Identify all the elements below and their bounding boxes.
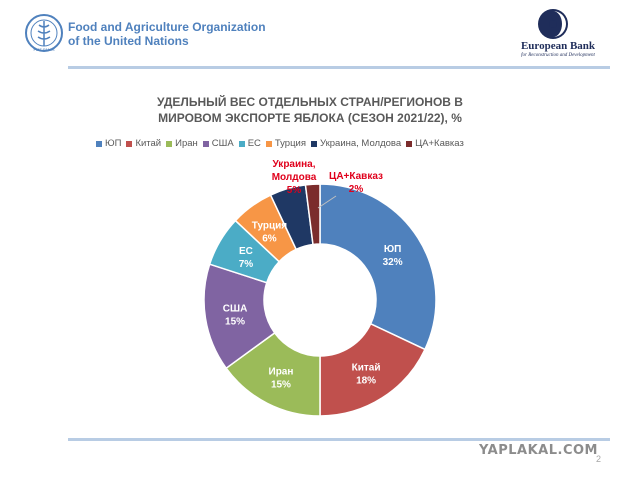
- ebrd-logo-icon: [538, 9, 568, 39]
- fao-name-line1: Food and Agriculture Organization: [68, 20, 266, 34]
- legend-swatch: [406, 140, 413, 147]
- legend-label: Турция: [274, 138, 306, 149]
- slice-label: Иран: [269, 367, 294, 378]
- chart-title-line2: МИРОВОМ ЭКСПОРТЕ ЯБЛОКА (СЕЗОН 2021/22),…: [158, 111, 462, 125]
- header-divider: [68, 66, 610, 69]
- svg-text:FIAT PANIS: FIAT PANIS: [33, 47, 54, 52]
- slice-label: США: [223, 303, 248, 314]
- legend-label: Иран: [175, 138, 198, 149]
- callout-ukraine-value: 5%: [287, 185, 302, 196]
- slice-label: ЮП: [384, 244, 402, 255]
- fao-emblem-icon: FIAT PANIS: [25, 14, 63, 52]
- legend-item: США: [202, 138, 234, 149]
- donut-slices: [203, 183, 437, 417]
- legend-item: ЮП: [96, 138, 121, 149]
- donut-callouts: Украина, Молдова 5% ЦА+Кавказ 2%: [272, 159, 383, 209]
- legend-item: ЕС: [238, 138, 261, 149]
- legend-item: Иран: [166, 138, 198, 149]
- legend-item: Турция: [265, 138, 306, 149]
- fao-name-line2: of the United Nations: [68, 34, 189, 48]
- slice-label: ЕС: [239, 246, 253, 257]
- slice-value: 18%: [356, 376, 376, 387]
- legend-label: Украина, Молдова: [319, 138, 402, 149]
- slice-value: 7%: [239, 259, 254, 270]
- legend-label: ЕС: [247, 138, 261, 149]
- legend-swatch: [265, 140, 272, 147]
- ebrd-name-line: European Bank: [520, 40, 596, 52]
- watermark: YAPLAKAL.COM: [479, 443, 598, 458]
- legend-label: Китай: [135, 138, 162, 149]
- slice-value: 6%: [262, 233, 277, 244]
- donut-slice: [304, 183, 321, 246]
- page-number: 2: [596, 454, 602, 464]
- footer-divider: [68, 438, 610, 441]
- donut-slice: [319, 183, 437, 351]
- legend-swatch: [310, 140, 317, 147]
- callout-leader-line: [317, 195, 337, 209]
- chart-title: УДЕЛЬНЫЙ ВЕС ОТДЕЛЬНЫХ СТРАН/РЕГИОНОВ В …: [110, 94, 510, 126]
- fao-name: Food and Agriculture Organization of the…: [68, 20, 266, 48]
- legend-swatch: [126, 140, 133, 147]
- chart-legend: ЮП Китай Иран США ЕС Турция Украина, Молдова ЦА…: [96, 138, 566, 149]
- slice-value: 15%: [225, 316, 245, 327]
- legend-label: ЮП: [105, 138, 122, 149]
- legend-swatch: [96, 140, 102, 147]
- legend-swatch: [166, 140, 173, 147]
- callout-ukraine-line1: Украина,: [272, 159, 315, 170]
- chart-title-line1: УДЕЛЬНЫЙ ВЕС ОТДЕЛЬНЫХ СТРАН/РЕГИОНОВ В: [157, 95, 463, 109]
- ebrd-subtitle: for Reconstruction and Development: [521, 53, 595, 58]
- callout-ca-line1: ЦА+Кавказ: [329, 171, 383, 182]
- slice-value: 15%: [271, 380, 291, 391]
- legend-swatch: [202, 140, 209, 147]
- callout-ukraine-line2: Молдова: [272, 172, 317, 183]
- slice-label: Китай: [352, 363, 381, 374]
- legend-swatch: [238, 140, 245, 147]
- donut-slice-labels: ЮП 32% Китай 18% Иран 15% США 15% ЕС 7% Турция 6%: [223, 220, 403, 390]
- legend-label: США: [211, 138, 234, 149]
- legend-label: ЦА+Кавказ: [415, 138, 464, 149]
- legend-item: Китай: [126, 138, 161, 149]
- legend-item: ЦА+Кавказ: [406, 138, 464, 149]
- callout-ca-value: 2%: [349, 184, 364, 195]
- ebrd-name: European Bank for Reconstruction and Dev…: [496, 40, 620, 59]
- slice-label: Турция: [252, 220, 288, 231]
- legend-item: Украина, Молдова: [310, 138, 402, 149]
- slice-value: 32%: [383, 257, 403, 268]
